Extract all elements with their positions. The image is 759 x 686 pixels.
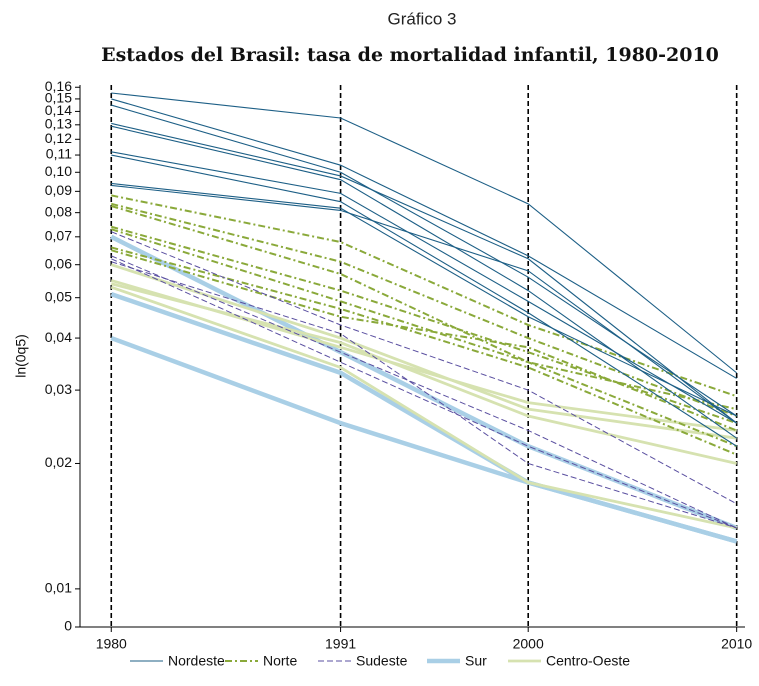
legend-label: Centro-Oeste [546, 653, 630, 669]
series-line [111, 246, 738, 456]
legend-label: Sur [465, 653, 487, 669]
y-tick-label: 0,04 [45, 329, 72, 345]
series-line [111, 261, 737, 529]
y-tick-label: 0,03 [45, 381, 72, 397]
x-tick-label: 2000 [513, 636, 544, 652]
y-tick-label: 0,02 [45, 454, 72, 470]
y-tick-label: 0,14 [45, 102, 72, 118]
y-tick-label: 0,01 [45, 580, 72, 596]
series-line [111, 151, 737, 424]
y-tick-label: 0 [64, 618, 72, 634]
series-line [111, 231, 737, 505]
y-tick-label: 0,13 [45, 116, 72, 132]
series-line [111, 184, 737, 424]
series-line [111, 182, 737, 417]
series-line [111, 98, 737, 379]
y-tick-label: 0,12 [45, 130, 72, 146]
legend-label: Norte [263, 653, 297, 669]
series-line [111, 125, 737, 439]
y-tick-label: 0,09 [45, 182, 72, 198]
series-line [111, 154, 737, 447]
chart-title: Estados del Brasil: tasa de mortalidad i… [101, 44, 719, 66]
series-line [110, 228, 738, 448]
series-line [110, 285, 737, 530]
series-line [111, 92, 738, 374]
series-line [110, 249, 738, 432]
y-tick-label: 0,06 [45, 255, 72, 271]
y-tick-label: 0,11 [46, 146, 72, 162]
y-tick-label: 0,10 [45, 163, 72, 179]
x-tick-label: 2010 [721, 636, 752, 652]
legend-label: Nordeste [168, 653, 225, 669]
series-line [111, 255, 737, 529]
series-line [110, 263, 737, 440]
series-line [111, 225, 737, 425]
chart-label: Gráfico 3 [388, 9, 457, 28]
series-line [111, 258, 737, 529]
y-tick-label: 0,07 [45, 228, 72, 244]
series-line [111, 194, 737, 398]
x-tick-label: 1980 [96, 636, 127, 652]
series-line [110, 279, 737, 432]
y-tick-label: 0,05 [45, 288, 72, 304]
legend-label: Sudeste [356, 653, 408, 669]
series-line [111, 122, 738, 424]
x-tick-label: 1991 [325, 636, 356, 652]
y-axis-label: ln(0q5) [13, 334, 29, 378]
series-line [110, 335, 738, 544]
series-line [111, 202, 738, 417]
y-tick-label: 0,16 [45, 78, 72, 94]
y-tick-label: 0,15 [45, 90, 72, 106]
y-tick-label: 0,08 [45, 203, 72, 219]
